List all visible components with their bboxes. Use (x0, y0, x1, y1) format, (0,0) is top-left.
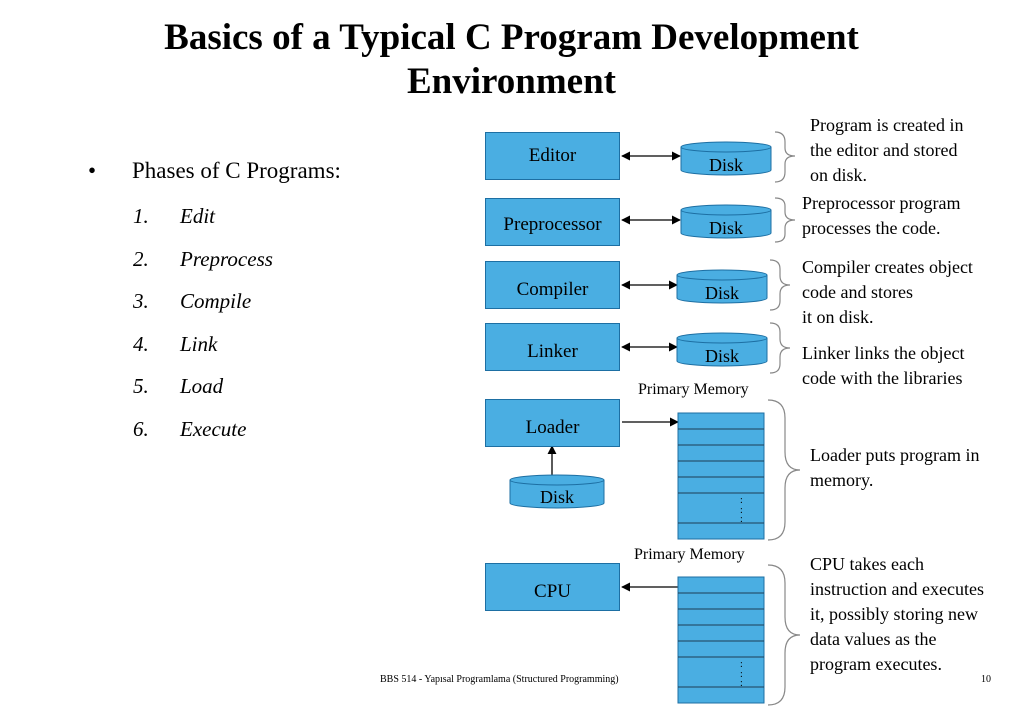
cpu-memory-ellipsis: : (740, 669, 743, 680)
loader-note-line: memory. (810, 470, 874, 490)
loader-disk-cylinder (509, 474, 605, 509)
editor-label: Editor (528, 145, 577, 166)
compiler-brace (769, 259, 791, 311)
linker-brace (769, 322, 791, 374)
list-item: 5. Load (133, 373, 273, 416)
linker-label: Linker (527, 341, 578, 362)
editor-note-line: Program is created in (810, 115, 964, 135)
step-number: 2. (133, 246, 149, 271)
loader-note-line: Loader puts program in (810, 445, 980, 465)
loader-memory-block (677, 412, 765, 540)
compiler-label: Compiler (516, 279, 589, 300)
loader-disk-label: Disk (540, 487, 574, 507)
slide-title: Basics of a Typical C Program Developmen… (0, 16, 1023, 104)
cpu-memory-label: Primary Memory (634, 546, 745, 563)
bullet-heading-text: Phases of C Programs: (132, 158, 341, 183)
step-number: 5. (133, 374, 149, 399)
step-label: Edit (180, 204, 215, 228)
preprocessor-brace (774, 197, 796, 243)
preprocessor-note: Preprocessor program processes the code. (802, 191, 960, 241)
editor-disk-cylinder (680, 141, 772, 176)
step-label: Compile (180, 289, 252, 314)
editor-note: Program is created in the editor and sto… (810, 113, 963, 188)
compiler-note-line: Compiler creates object (802, 257, 973, 277)
cpu-memory-ellipsis: : (740, 678, 743, 689)
loader-memory-label: Primary Memory (638, 381, 749, 398)
editor-brace (774, 131, 796, 183)
compiler-disk-cylinder (676, 269, 768, 304)
preprocessor-disk-cylinder (680, 204, 772, 239)
step-label: Link (180, 331, 218, 356)
cpu-brace (767, 564, 801, 706)
list-item: 4. Link (133, 331, 273, 374)
linker-note: Linker links the object code with the li… (802, 341, 964, 391)
cpu-note-line: it, possibly storing new (810, 604, 979, 624)
loader-memory-ellipsis: : (740, 495, 743, 506)
list-item: 6. Execute (133, 416, 273, 459)
cpu-memory-ellipsis: : (740, 659, 743, 670)
compiler-note-line: it on disk. (802, 307, 874, 327)
phase-steps-list: 1. Edit 2. Preprocess 3. Compile 4. Link 5. L… (133, 203, 273, 459)
preprocessor-disk-label: Disk (709, 218, 743, 238)
list-item: 3. Compile (133, 288, 273, 331)
editor-box: Editor (485, 132, 620, 180)
cpu-note-line: instruction and executes (810, 579, 984, 599)
step-number: 4. (133, 331, 149, 356)
compiler-note-line: code and stores (802, 282, 913, 302)
linker-note-line: code with the libraries (802, 368, 963, 388)
cpu-note-line: program executes. (810, 654, 942, 674)
loader-note: Loader puts program in memory. (810, 443, 1015, 493)
editor-note-line: the editor and stored (810, 140, 958, 160)
list-item: 1. Edit (133, 203, 273, 246)
compiler-disk-label: Disk (705, 283, 739, 303)
compiler-note: Compiler creates object code and stores … (802, 255, 973, 330)
list-item: 2. Preprocess (133, 246, 273, 289)
preprocessor-note-line: processes the code. (802, 218, 941, 238)
loader-brace (767, 399, 801, 541)
editor-note-line: on disk. (810, 165, 868, 185)
linker-note-line: Linker links the object (802, 343, 965, 363)
cpu-note-line: CPU takes each (810, 554, 924, 574)
step-label: Preprocess (180, 246, 273, 271)
cpu-note-line: data values as the (810, 629, 937, 649)
linker-box: Linker (485, 323, 620, 371)
preprocessor-label: Preprocessor (503, 214, 602, 235)
slide-title-line-1: Basics of a Typical C Program Developmen… (164, 17, 859, 58)
compiler-box: Compiler (485, 261, 620, 309)
bullet-marker: • (88, 158, 97, 183)
bullet-heading: • Phases of C Programs: (88, 158, 341, 184)
loader-box: Loader (485, 399, 620, 447)
cpu-label: CPU (534, 581, 571, 602)
step-number: 1. (133, 204, 149, 228)
step-label: Load (180, 374, 224, 399)
step-number: 3. (133, 289, 149, 314)
page-number: 10 (981, 674, 991, 685)
editor-disk-label: Disk (709, 155, 743, 175)
loader-label: Loader (525, 417, 580, 438)
loader-memory-ellipsis: : (740, 505, 743, 516)
slide-footer: BBS 514 - Yapısal Programlama (Structure… (380, 674, 619, 685)
preprocessor-note-line: Preprocessor program (802, 193, 961, 213)
preprocessor-box: Preprocessor (485, 198, 620, 246)
linker-disk-cylinder (676, 332, 768, 367)
step-label: Execute (180, 416, 247, 441)
cpu-memory-block (677, 576, 765, 704)
step-number: 6. (133, 416, 149, 441)
slide-title-line-2: Environment (406, 61, 616, 102)
loader-memory-ellipsis: : (740, 514, 743, 525)
cpu-note: CPU takes each instruction and executes … (810, 552, 984, 677)
cpu-box: CPU (485, 563, 620, 611)
linker-disk-label: Disk (705, 346, 739, 366)
